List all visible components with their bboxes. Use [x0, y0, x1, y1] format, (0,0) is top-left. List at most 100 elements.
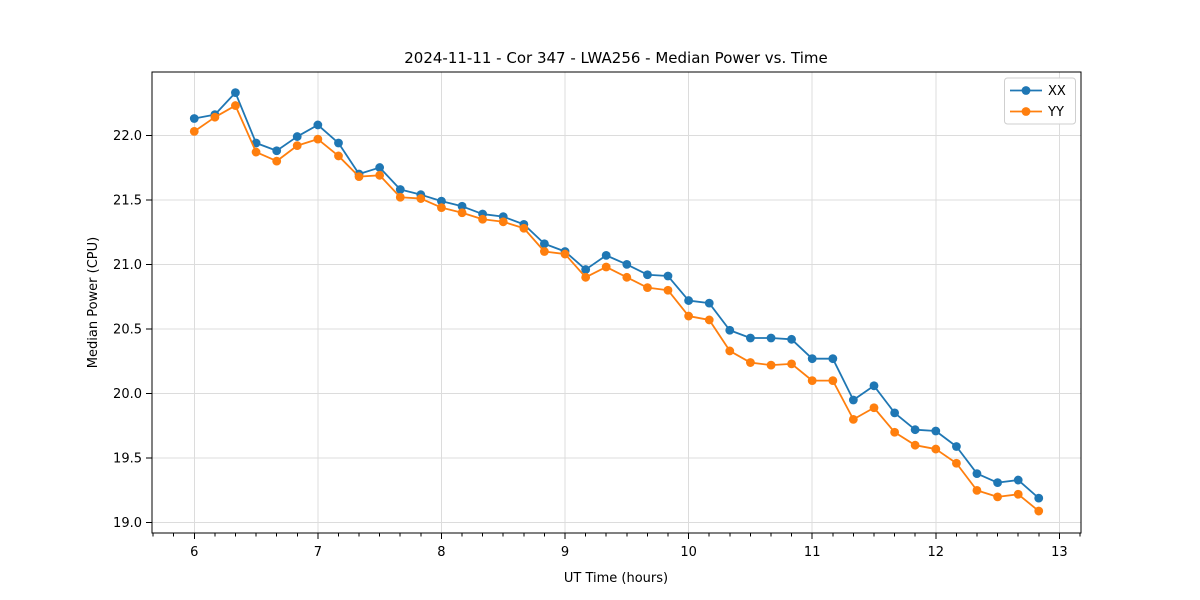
- series-XX-marker: [766, 333, 776, 343]
- series-XX-marker: [952, 442, 961, 451]
- series-XX-marker: [622, 260, 632, 269]
- x-tick-label: 9: [561, 545, 569, 560]
- x-tick-label: 6: [190, 545, 198, 560]
- series-YY-marker: [354, 172, 364, 181]
- y-tick-label: 19.0: [113, 516, 142, 531]
- series-YY: [189, 101, 1044, 516]
- y-tick-label: 20.5: [113, 322, 142, 337]
- series-YY-marker: [375, 170, 385, 180]
- x-tick-label: 11: [804, 545, 821, 560]
- series-XX-marker: [910, 425, 920, 435]
- series-XX-marker: [684, 296, 694, 305]
- series-XX-marker: [334, 138, 343, 148]
- series-YY-marker: [601, 262, 611, 272]
- legend-label: YY: [1047, 105, 1064, 120]
- series-YY-marker: [210, 112, 220, 122]
- series-XX-marker: [1013, 475, 1023, 485]
- series-XX-marker: [787, 334, 796, 344]
- series-YY-marker: [807, 376, 817, 386]
- axes-spines: [151, 71, 1082, 534]
- series-XX-marker: [848, 395, 858, 405]
- data-series: [189, 88, 1044, 516]
- series-YY-marker: [272, 156, 282, 166]
- series-YY-marker: [581, 272, 591, 282]
- series-XX-marker: [869, 381, 879, 391]
- series-YY-marker: [869, 403, 879, 413]
- x-tick-label: 7: [314, 545, 322, 560]
- series-XX-line: [193, 91, 1040, 500]
- series-YY-marker: [478, 214, 487, 224]
- series-YY-marker: [231, 101, 240, 110]
- series-YY-marker: [828, 376, 838, 386]
- series-YY-marker: [251, 147, 261, 157]
- y-axis-label: Median Power (CPU): [86, 237, 101, 368]
- series-XX-marker: [539, 239, 549, 249]
- x-tick-label: 10: [680, 545, 697, 560]
- legend-entry-XX: XX: [1010, 84, 1066, 99]
- series-YY-marker: [622, 272, 632, 282]
- series-XX-marker: [663, 271, 673, 281]
- series-XX-marker: [890, 408, 900, 418]
- series-YY-marker: [395, 192, 405, 202]
- series-YY-marker: [498, 217, 508, 227]
- axis-tick-labels: 6 7 8 9 10 11 12 13 19.0 19.5 20.0 20.5 21.0 21.5 22.0: [113, 129, 1068, 560]
- legend-marker-icon: [1021, 86, 1031, 95]
- series-YY-marker: [539, 247, 549, 256]
- legend-marker-icon: [1021, 107, 1031, 116]
- series-YY-marker: [910, 440, 920, 450]
- series-XX-marker: [931, 426, 941, 436]
- series-YY-marker: [457, 208, 467, 218]
- series-YY-marker: [972, 485, 982, 495]
- plot-border: [151, 71, 1082, 534]
- x-axis-label: UT Time (hours): [564, 571, 668, 586]
- series-XX-marker: [395, 185, 405, 194]
- series-YY-marker: [952, 458, 961, 468]
- series-YY-marker: [704, 315, 714, 325]
- series-YY-marker: [725, 346, 735, 356]
- series-XX-marker: [581, 265, 591, 274]
- series-XX-marker: [1034, 493, 1044, 503]
- series-YY-marker: [787, 359, 796, 369]
- series-XX-marker: [972, 469, 982, 478]
- series-XX-marker: [313, 120, 323, 130]
- series-XX-marker: [746, 333, 755, 343]
- series-YY-marker: [1034, 506, 1044, 516]
- series-YY-marker: [684, 311, 694, 321]
- series-YY-marker: [746, 358, 755, 367]
- legend: XX YY: [1004, 77, 1076, 125]
- series-XX-marker: [231, 88, 240, 98]
- series-XX-marker: [292, 132, 302, 141]
- series-XX: [189, 88, 1044, 503]
- series-YY-line: [193, 104, 1040, 512]
- series-YY-marker: [292, 141, 302, 151]
- series-YY-marker: [663, 285, 673, 295]
- chart-title: 2024-11-11 - Cor 347 - LWA256 - Median P…: [404, 49, 828, 67]
- legend-entries: XX YY: [1010, 84, 1066, 120]
- grid-lines: [152, 72, 1081, 533]
- legend-label: XX: [1048, 84, 1066, 99]
- series-YY-marker: [931, 444, 941, 454]
- series-YY-marker: [890, 427, 900, 437]
- series-XX-marker: [272, 146, 282, 156]
- y-tick-label: 20.0: [113, 387, 142, 402]
- series-YY-marker: [848, 414, 858, 424]
- legend-entry-YY: YY: [1010, 105, 1064, 120]
- x-tick-label: 8: [437, 545, 445, 560]
- series-YY-marker: [643, 283, 652, 293]
- series-YY-marker: [334, 151, 343, 161]
- series-YY-marker: [766, 360, 776, 370]
- series-XX-marker: [643, 270, 652, 280]
- y-tick-label: 21.0: [113, 258, 142, 273]
- series-YY-marker: [560, 249, 570, 259]
- series-YY-marker: [993, 492, 1002, 502]
- series-YY-marker: [1013, 489, 1023, 499]
- series-YY-marker: [519, 223, 529, 233]
- series-XX-marker: [807, 354, 817, 364]
- series-XX-marker: [704, 298, 714, 308]
- series-XX-marker: [725, 325, 735, 335]
- y-tick-label: 21.5: [113, 193, 142, 208]
- series-XX-marker: [437, 196, 446, 206]
- series-XX-marker: [828, 354, 838, 364]
